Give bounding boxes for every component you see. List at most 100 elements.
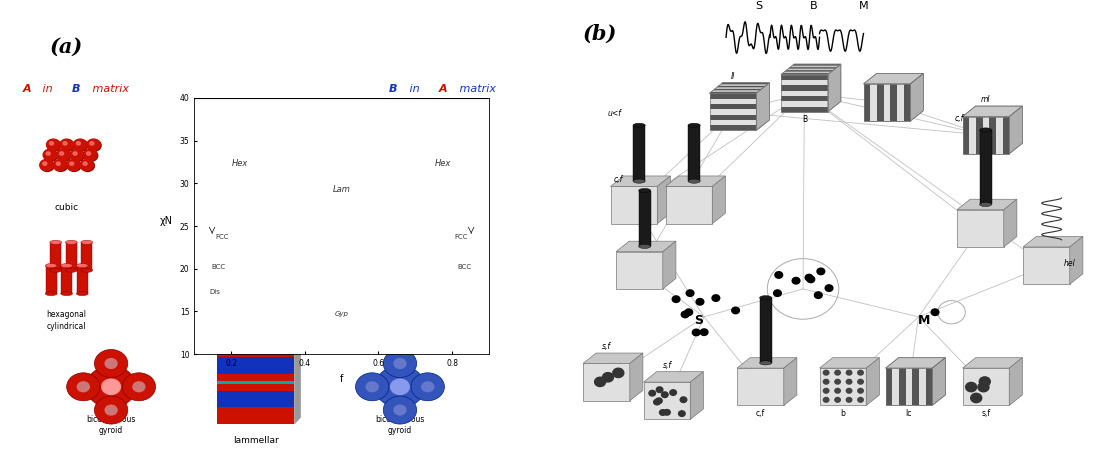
Circle shape xyxy=(773,290,781,296)
Circle shape xyxy=(858,379,863,384)
Polygon shape xyxy=(863,84,910,121)
Circle shape xyxy=(383,350,417,377)
Bar xyxy=(81,242,92,270)
Ellipse shape xyxy=(439,292,450,296)
Circle shape xyxy=(71,150,84,161)
Polygon shape xyxy=(615,252,663,289)
Text: lc: lc xyxy=(905,409,912,418)
Polygon shape xyxy=(1003,199,1017,247)
Circle shape xyxy=(805,274,813,281)
Circle shape xyxy=(448,149,461,161)
Ellipse shape xyxy=(459,240,470,245)
Circle shape xyxy=(67,159,80,171)
Circle shape xyxy=(823,389,829,393)
Polygon shape xyxy=(665,176,725,186)
Polygon shape xyxy=(615,241,675,252)
Circle shape xyxy=(858,397,863,402)
Circle shape xyxy=(847,370,852,375)
Circle shape xyxy=(68,160,81,171)
Polygon shape xyxy=(717,86,765,87)
Circle shape xyxy=(979,377,990,386)
Polygon shape xyxy=(710,83,770,93)
Text: cubic: cubic xyxy=(54,203,79,212)
Circle shape xyxy=(47,139,60,151)
Polygon shape xyxy=(910,74,923,121)
Ellipse shape xyxy=(439,263,450,267)
Circle shape xyxy=(421,149,434,161)
Polygon shape xyxy=(719,84,768,86)
Polygon shape xyxy=(643,372,703,382)
Circle shape xyxy=(132,381,146,392)
Bar xyxy=(633,125,645,181)
Circle shape xyxy=(419,160,432,171)
Circle shape xyxy=(847,389,852,393)
Circle shape xyxy=(67,373,100,401)
Polygon shape xyxy=(611,186,658,224)
Bar xyxy=(710,125,757,130)
Text: ll: ll xyxy=(731,72,735,81)
Text: in: in xyxy=(39,84,56,94)
Polygon shape xyxy=(784,70,833,72)
Circle shape xyxy=(438,139,451,151)
Polygon shape xyxy=(957,199,1017,210)
Polygon shape xyxy=(611,176,670,186)
Bar xyxy=(925,368,932,405)
Circle shape xyxy=(446,160,459,171)
Text: s,f: s,f xyxy=(981,409,990,418)
Ellipse shape xyxy=(46,292,57,296)
Circle shape xyxy=(700,329,708,336)
Bar xyxy=(66,242,77,270)
Bar xyxy=(892,368,899,405)
Circle shape xyxy=(965,383,977,392)
Circle shape xyxy=(104,358,118,369)
Circle shape xyxy=(823,397,829,402)
Circle shape xyxy=(101,378,121,395)
Circle shape xyxy=(436,150,449,161)
Circle shape xyxy=(60,139,73,151)
Bar xyxy=(982,116,989,154)
Circle shape xyxy=(43,149,57,161)
Polygon shape xyxy=(962,358,1022,368)
Circle shape xyxy=(63,142,67,145)
Circle shape xyxy=(858,389,863,393)
Circle shape xyxy=(366,381,379,392)
Polygon shape xyxy=(885,358,945,368)
Bar xyxy=(781,90,828,96)
Ellipse shape xyxy=(443,240,454,245)
Polygon shape xyxy=(643,382,690,419)
Circle shape xyxy=(825,285,833,291)
Circle shape xyxy=(94,350,128,377)
Bar xyxy=(217,381,294,384)
Circle shape xyxy=(83,149,97,161)
Text: (a): (a) xyxy=(50,37,83,57)
Bar xyxy=(919,368,925,405)
Polygon shape xyxy=(721,83,770,84)
Text: hexagonal
cylindrical: hexagonal cylindrical xyxy=(47,310,87,330)
Polygon shape xyxy=(1009,106,1022,154)
Polygon shape xyxy=(630,353,643,401)
Polygon shape xyxy=(885,368,932,405)
Circle shape xyxy=(73,139,87,151)
Bar xyxy=(912,368,919,405)
Circle shape xyxy=(421,162,424,165)
Circle shape xyxy=(454,142,458,145)
Circle shape xyxy=(451,152,454,155)
Polygon shape xyxy=(583,353,643,363)
Bar xyxy=(760,298,772,363)
Circle shape xyxy=(438,152,441,155)
Ellipse shape xyxy=(50,240,61,245)
Ellipse shape xyxy=(66,240,77,245)
Circle shape xyxy=(83,162,87,165)
Text: FCC: FCC xyxy=(454,234,468,240)
Circle shape xyxy=(77,381,90,392)
Polygon shape xyxy=(781,75,828,112)
Ellipse shape xyxy=(639,188,651,192)
Circle shape xyxy=(459,160,472,171)
Y-axis label: χN: χN xyxy=(159,216,172,226)
Circle shape xyxy=(90,142,94,145)
Circle shape xyxy=(80,159,93,171)
Text: B: B xyxy=(802,115,807,124)
Circle shape xyxy=(774,272,782,278)
Text: Hex: Hex xyxy=(232,159,249,168)
Circle shape xyxy=(432,160,446,171)
